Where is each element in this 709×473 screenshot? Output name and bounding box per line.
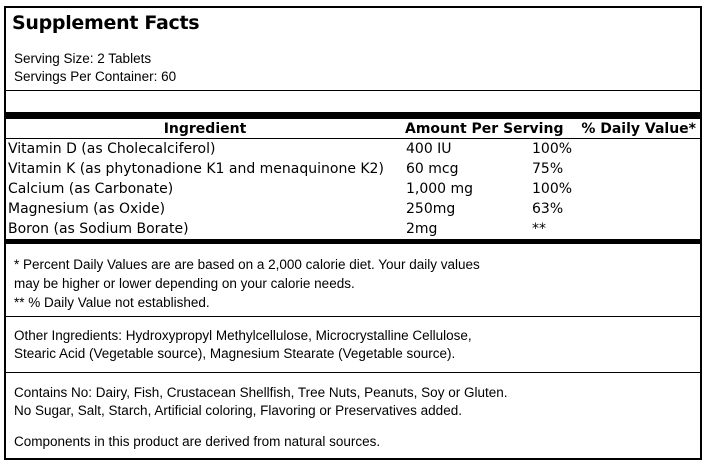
no-additives-line: No Sugar, Salt, Starch, Artificial color… <box>14 403 462 418</box>
footnote-line: may be higher or lower depending on your… <box>14 276 355 291</box>
ingredient-daily-value: ** <box>532 221 546 237</box>
ingredient-amount: 400 IU <box>406 141 452 157</box>
panel-title: Supplement Facts <box>12 12 200 34</box>
table-row: Magnesium (as Oxide) 250mg 63% <box>6 199 700 219</box>
allergen-info: Contains No: Dairy, Fish, Crustacean She… <box>14 384 700 420</box>
ingredient-daily-value: 100% <box>532 141 573 157</box>
other-ingredients: Other Ingredients: Hydroxypropyl Methylc… <box>14 327 700 363</box>
thick-divider-below-table <box>6 239 700 244</box>
serving-size-line: Serving Size: 2 Tablets <box>14 51 152 66</box>
table-row: Boron (as Sodium Borate) 2mg ** <box>6 219 700 239</box>
table-row: Vitamin D (as Cholecalciferol) 400 IU 10… <box>6 139 700 159</box>
ingredient-name: Vitamin D (as Cholecalciferol) <box>8 141 216 157</box>
footnote-line: * Percent Daily Values are are based on … <box>14 257 480 272</box>
divider-above-allergen-info <box>6 372 700 373</box>
ingredient-amount: 1,000 mg <box>406 181 474 197</box>
ingredient-name: Magnesium (as Oxide) <box>8 201 166 217</box>
table-row: Vitamin K (as phytonadione K1 and menaqu… <box>6 159 700 179</box>
ingredient-daily-value: 63% <box>532 201 564 217</box>
other-ingredients-line: Other Ingredients: Hydroxypropyl Methylc… <box>14 328 472 343</box>
servings-per-container-line: Servings Per Container: 60 <box>14 69 177 84</box>
ingredient-amount: 60 mcg <box>406 161 459 177</box>
divider-above-other-ingredients <box>6 316 700 317</box>
header-ingredient: Ingredient <box>163 120 247 137</box>
ingredient-name: Calcium (as Carbonate) <box>8 181 174 197</box>
header-daily-value: % Daily Value* <box>581 120 696 137</box>
ingredient-name: Boron (as Sodium Borate) <box>8 221 189 237</box>
ingredient-amount: 250mg <box>406 201 456 217</box>
header-amount-per-serving: Amount Per Serving <box>405 120 564 137</box>
supplement-facts-panel: Supplement Facts Serving Size: 2 Tablets… <box>4 6 702 460</box>
natural-sources-note: Components in this product are derived f… <box>14 434 381 449</box>
ingredient-name: Vitamin K (as phytonadione K1 and menaqu… <box>8 161 384 177</box>
daily-value-footnote: * Percent Daily Values are are based on … <box>14 255 700 312</box>
ingredient-amount: 2mg <box>406 221 438 237</box>
table-header-row: Ingredient Amount Per Serving % Daily Va… <box>6 119 700 139</box>
ingredient-daily-value: 100% <box>532 181 573 197</box>
other-ingredients-line: Stearic Acid (Vegetable source), Magnesi… <box>14 346 456 361</box>
contains-no-line: Contains No: Dairy, Fish, Crustacean She… <box>14 385 508 400</box>
divider-under-serving-info <box>6 90 700 91</box>
ingredient-daily-value: 75% <box>532 161 564 177</box>
footnote-not-established: ** % Daily Value not established. <box>14 295 210 310</box>
ingredient-table: Ingredient Amount Per Serving % Daily Va… <box>6 119 700 239</box>
table-row: Calcium (as Carbonate) 1,000 mg 100% <box>6 179 700 199</box>
serving-info: Serving Size: 2 Tablets Servings Per Con… <box>14 50 700 86</box>
thick-divider-above-table <box>6 112 700 119</box>
